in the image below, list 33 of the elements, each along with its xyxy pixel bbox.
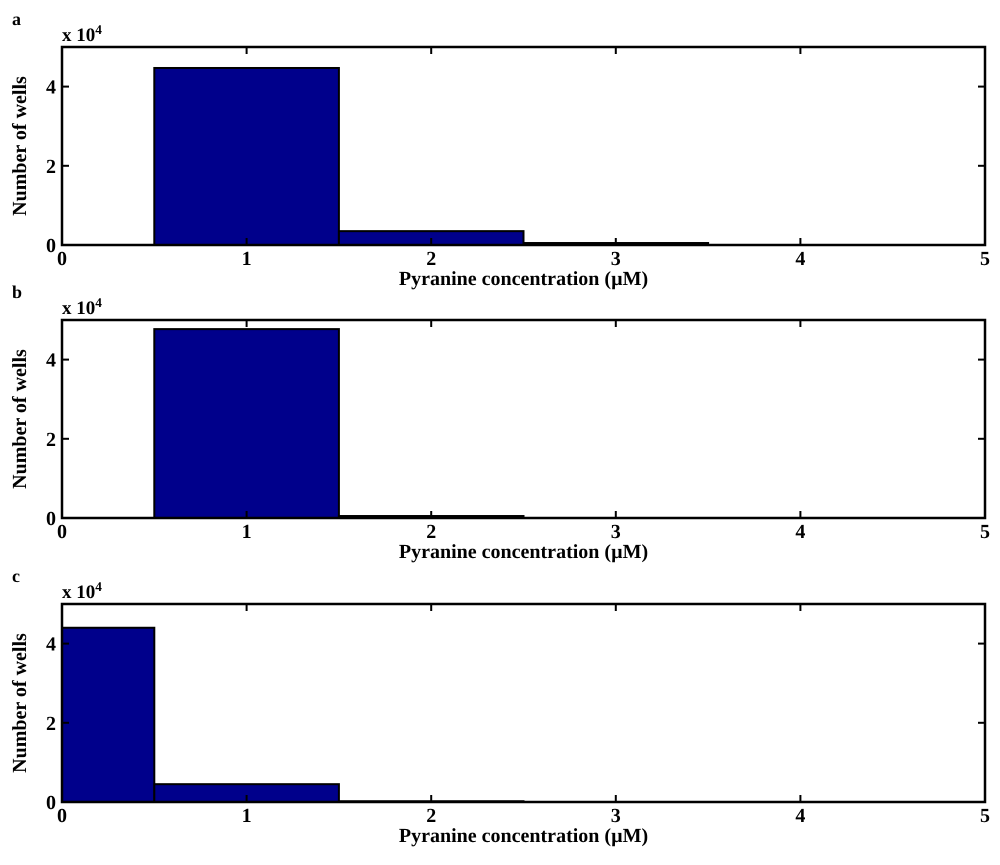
text: x 10$^{4}$ (62, 294, 102, 319)
x-tick-label: 1 (242, 248, 252, 270)
y-axis-title: Number of wells (9, 632, 31, 773)
x-tick-label: 4 (795, 248, 806, 270)
chart-title: b (12, 282, 22, 302)
y-axis-title: Number of wells (9, 348, 31, 489)
y-tick-label: 2 (46, 428, 56, 451)
x-tick-label: 3 (610, 805, 621, 827)
x-axis-title: Pyranine concentration (µM) (398, 268, 648, 290)
x-tick-label: 5 (980, 805, 990, 827)
x-tick-label: 5 (980, 521, 990, 543)
x-tick-label: 5 (980, 248, 990, 270)
y-tick-label: 2 (46, 156, 56, 178)
chart-title: c (12, 566, 20, 586)
chart-title: a (12, 9, 21, 29)
x-tick-label: 3 (610, 521, 621, 543)
x-tick-label: 2 (426, 805, 436, 827)
x-tick-label: 1 (242, 521, 252, 543)
text: x 10$^{4}$ (62, 578, 102, 603)
x-tick-label: 1 (242, 805, 252, 827)
x-axis-title: Pyranine concentration (µM) (398, 825, 648, 847)
x-tick-label: 4 (795, 805, 806, 827)
x-tick-label: 4 (795, 521, 806, 543)
x-tick-label: 2 (426, 248, 436, 270)
y-tick-label: 4 (46, 350, 56, 372)
y-tick-label: 2 (46, 712, 56, 735)
y-tick-label: 4 (46, 76, 56, 99)
x-tick-label: 3 (610, 248, 621, 270)
x-axis-title: Pyranine concentration (µM) (398, 541, 648, 563)
x-tick-label: 2 (426, 521, 436, 543)
y-axis-title: Number of wells (9, 76, 31, 216)
y-tick-label: 4 (46, 634, 56, 656)
text: x 10$^{4}$ (62, 22, 102, 46)
